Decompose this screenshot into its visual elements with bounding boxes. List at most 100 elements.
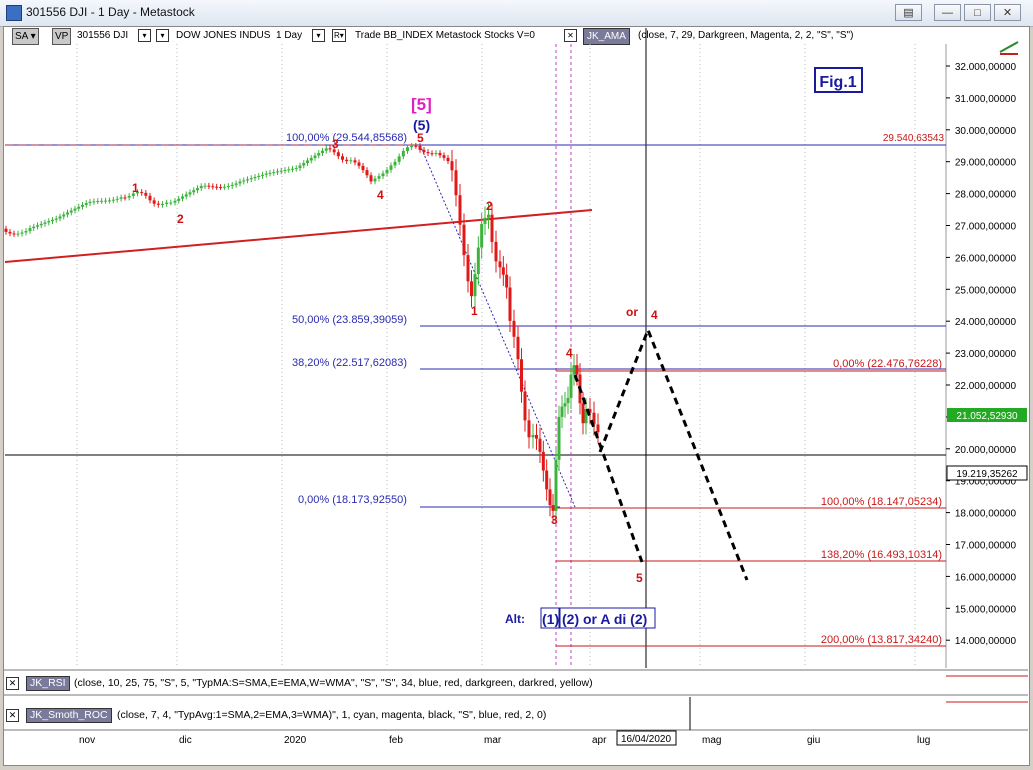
indicator-name-roc[interactable]: JK_Smoth_ROC [26, 708, 112, 723]
wave-label-4a: 4 [377, 188, 384, 202]
symbol-dropdown[interactable]: ▾ [138, 28, 151, 43]
fib-r-label-1382: 138,20% (16.493,10314) [821, 549, 942, 561]
candle-body [77, 206, 81, 209]
candle-body [313, 155, 317, 158]
candle-body [393, 161, 397, 166]
chevron-down-icon: ▾ [312, 28, 325, 42]
candle-body [306, 160, 309, 163]
candle-body [230, 184, 234, 187]
candle-body [560, 406, 564, 417]
candle-body [430, 153, 434, 155]
candle-body [406, 147, 409, 151]
candle-body [426, 152, 430, 154]
restore-button[interactable]: ▤ [895, 4, 922, 21]
candle-body [84, 203, 88, 205]
mode-dropdown[interactable]: ▾ [156, 28, 169, 43]
candle-body [184, 194, 188, 197]
candle-body [557, 416, 561, 460]
candle-body [480, 223, 484, 248]
crosshair-tool-icon[interactable] [999, 41, 1019, 55]
close-icon: ✕ [564, 28, 577, 42]
projection-paths [573, 325, 749, 581]
candle-body [369, 175, 373, 182]
candle-body [298, 165, 302, 169]
close-icon[interactable]: ✕ [6, 709, 19, 722]
indicator-name-ama[interactable]: JK_AMA [583, 28, 630, 45]
candle-body [554, 459, 558, 511]
price-tick-label: 26.000,00000 [955, 253, 1017, 264]
candle-body [253, 177, 257, 179]
minimize-button[interactable]: — [934, 4, 961, 21]
wave-label-2a: 2 [177, 212, 184, 226]
candle-body [487, 214, 490, 218]
indicator-row-roc: ✕ JK_Smoth_ROC (close, 7, 4, "TypAvg:1=S… [0, 706, 960, 726]
symbol-label: 301556 DJI [77, 30, 129, 41]
candle-body [173, 200, 177, 203]
wave-label-4b: 4 [566, 346, 573, 360]
price-tick-label: 24.000,00000 [955, 317, 1017, 328]
sa-label: SA [15, 31, 28, 42]
candle-body [414, 145, 418, 147]
price-tick-label: 18.000,00000 [955, 509, 1017, 520]
sa-button[interactable]: SA ▾ [12, 28, 39, 45]
time-axis-label: mar [484, 735, 502, 746]
alt-label: Alt: [505, 612, 525, 626]
candle-body [470, 281, 473, 297]
close-button[interactable]: ✕ [994, 4, 1021, 21]
indicator-params-ama: (close, 7, 29, Darkgreen, Magenta, 2, 2,… [638, 30, 854, 41]
chevron-down-icon: ▾ [138, 28, 151, 42]
candle-body [569, 374, 573, 398]
chart-window [3, 26, 1030, 766]
fib-diagonal [419, 144, 576, 508]
app-icon [6, 5, 22, 21]
candle-body [219, 187, 223, 189]
indicator-params-rsi: (close, 10, 25, 75, "S", 5, "TypMA:S=SMA… [74, 677, 593, 689]
remove-indicator-button[interactable]: ✕ [564, 28, 577, 43]
wave-label-2b: 2 [486, 199, 493, 213]
candle-body [381, 173, 385, 177]
candle-body [58, 216, 62, 219]
candle-body [188, 192, 192, 195]
candle-body [505, 274, 509, 288]
candle-body [332, 149, 336, 153]
candle-body [566, 397, 570, 404]
close-icon[interactable]: ✕ [6, 677, 19, 690]
candle-body [119, 197, 123, 199]
indicator-name-rsi[interactable]: JK_RSI [26, 676, 70, 691]
vp-label: VP [55, 31, 69, 42]
candle-body [535, 434, 538, 439]
vp-button[interactable]: VP [52, 28, 72, 45]
price-tick-label: 22.000,00000 [955, 381, 1017, 392]
time-axis-label: mag [702, 735, 721, 746]
fib-r-label-0: 0,00% (22.476,76228) [833, 358, 942, 370]
candle-body [353, 160, 357, 163]
refresh-button[interactable]: R▾ [332, 28, 346, 43]
candle-body [309, 157, 313, 161]
candle-body [446, 157, 450, 162]
candle-body [527, 420, 531, 438]
candle-body [181, 196, 184, 199]
candle-body [410, 145, 414, 148]
candle-body [36, 225, 39, 227]
candle-body [302, 162, 306, 166]
candle-body [62, 214, 66, 217]
maximize-button[interactable]: □ [964, 4, 991, 21]
candle-body [177, 198, 181, 201]
indicator-row-rsi: ✕ JK_RSI (close, 10, 25, 75, "S", 5, "Ty… [0, 674, 960, 694]
candle-body [279, 170, 283, 172]
candle-body [215, 186, 219, 188]
candle-body [140, 192, 144, 194]
price-tick-label: 30.000,00000 [955, 126, 1017, 137]
cursor-price-text: 19.219,35262 [956, 469, 1018, 480]
candle-body [520, 359, 523, 392]
candle-body [73, 208, 77, 211]
candle-body [192, 190, 196, 193]
period-dropdown[interactable]: ▾ [312, 28, 325, 43]
price-tick-label: 15.000,00000 [955, 604, 1017, 615]
candle-body [466, 255, 470, 282]
time-axis: nov dic 2020 feb mar apr mag giu lug [79, 735, 930, 746]
candle-body [203, 185, 207, 187]
time-axis-label: giu [807, 735, 820, 746]
candle-body [249, 178, 253, 180]
